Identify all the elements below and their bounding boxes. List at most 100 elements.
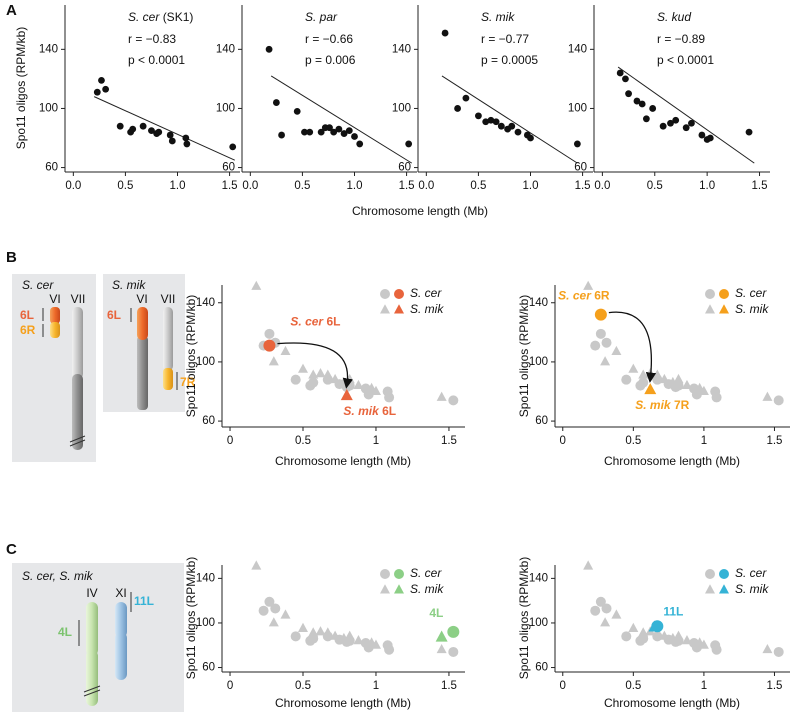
point [667, 119, 674, 127]
point [301, 128, 308, 136]
point [405, 140, 413, 148]
species-name: S. mik [481, 10, 515, 24]
x-axis-label: Chromosome length (Mb) [275, 454, 411, 468]
y-tick-label: 140 [568, 43, 587, 55]
panel-title: S. cer (SK1) [128, 10, 193, 24]
point [447, 625, 460, 638]
legend-label: S. mik [410, 302, 444, 316]
y-tick-label: 60 [222, 162, 235, 174]
x-axis-label: Chromosome length (Mb) [352, 204, 488, 218]
chromosome-label: VII [161, 292, 176, 306]
x-tick-label: 0.0 [242, 180, 258, 192]
point [482, 118, 490, 126]
regression-line [441, 75, 578, 164]
triangle-point [298, 622, 308, 632]
point [182, 134, 190, 142]
triangle-point [648, 620, 661, 632]
point [595, 328, 606, 339]
chromosome-arm [163, 307, 173, 371]
point [102, 85, 110, 93]
annotation: p = 0.006 [305, 53, 356, 67]
x-tick-label: 1 [373, 435, 379, 447]
triangle-point [436, 643, 447, 654]
point [590, 605, 601, 616]
legend-marker [705, 569, 715, 579]
y-tick-label: 100 [529, 356, 548, 368]
triangle-point [611, 345, 622, 356]
point [590, 340, 601, 351]
x-tick-label: 1 [701, 435, 707, 447]
diagram-title: S. cer [22, 278, 54, 292]
arm-label: 4L [58, 625, 72, 639]
point [638, 100, 646, 108]
chromosome-arm [137, 336, 148, 410]
point [265, 45, 273, 53]
point [278, 131, 285, 139]
highlight-label: 11L [663, 604, 683, 618]
y-axis-label: Spo11 oligos (RPM/kb) [517, 557, 531, 680]
arm-label: 6L [107, 308, 121, 322]
triangle-point [762, 643, 773, 654]
diagram-title: S. cer, S. mik [22, 569, 94, 583]
y-tick-label: 100 [196, 617, 215, 629]
highlight-arm: 6L [326, 315, 340, 329]
y-tick-label: 60 [45, 162, 58, 174]
regression-line [617, 66, 755, 164]
point [462, 94, 470, 102]
chromosome-arm [72, 307, 83, 379]
triangle-point [667, 376, 678, 387]
chromosome-arm [163, 368, 173, 390]
legend-marker [394, 584, 404, 594]
point [264, 328, 275, 339]
x-tick-label: 0.5 [117, 180, 133, 192]
triangle-point [370, 385, 381, 395]
y-tick-label: 60 [535, 662, 548, 674]
point [698, 131, 706, 139]
panel-label: B [6, 249, 17, 266]
diagram-title: S. mik [112, 278, 146, 292]
y-tick-label: 60 [202, 662, 215, 674]
regression-line [93, 96, 235, 161]
x-tick-label: 1 [373, 680, 379, 692]
triangle-point [370, 639, 381, 649]
highlight-label: 4L [429, 606, 443, 620]
point [168, 137, 176, 145]
point [682, 124, 690, 132]
point [93, 88, 101, 96]
triangle-point [659, 373, 670, 384]
point [508, 122, 516, 130]
legend-marker [705, 304, 715, 314]
triangle-point [681, 635, 692, 645]
diagram-c: S. cer, S. mik IV XI 4L 11L [12, 563, 184, 712]
triangle-point [611, 609, 622, 619]
annotation: r = −0.66 [305, 32, 353, 46]
highlight-arm: 7R [674, 398, 690, 412]
y-axis-label: Spo11 oligos (RPM/kb) [184, 295, 198, 418]
x-tick-label: 0 [560, 680, 566, 692]
chromosome-arm [86, 602, 98, 656]
x-tick-label: 1.5 [222, 180, 238, 192]
point [335, 125, 343, 133]
y-tick-label: 140 [39, 43, 58, 55]
y-tick-label: 100 [216, 102, 235, 114]
chromosome-arm [72, 374, 83, 450]
legend-marker [719, 304, 729, 314]
species-name: S. cer [128, 10, 160, 24]
triangle-point [322, 627, 333, 637]
y-axis-label: Spo11 oligos (RPM/kb) [517, 295, 531, 418]
point [139, 122, 147, 130]
point [616, 69, 624, 77]
y-tick-label: 140 [392, 43, 411, 55]
y-tick-label: 140 [529, 572, 548, 584]
triangle-point [600, 356, 611, 366]
x-tick-label: 0.5 [295, 435, 311, 447]
point [270, 603, 281, 614]
point [448, 395, 459, 406]
x-tick-label: 0.5 [625, 680, 641, 692]
point [384, 392, 395, 403]
highlight-label: S. mik 6L [343, 404, 396, 418]
y-tick-label: 100 [39, 102, 58, 114]
x-tick-label: 1.5 [766, 680, 782, 692]
highlight-name: S. cer [290, 315, 324, 329]
triangle-point [353, 635, 364, 645]
